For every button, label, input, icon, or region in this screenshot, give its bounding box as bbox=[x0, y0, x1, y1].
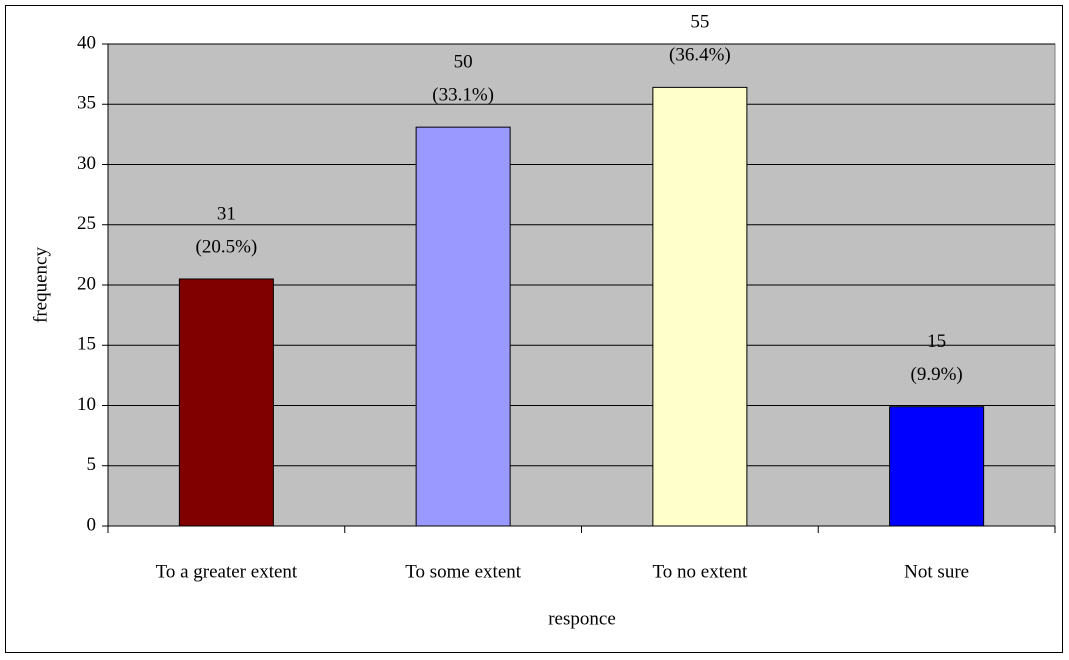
x-tick-label: Not sure bbox=[904, 561, 969, 582]
y-axis-label: frequency bbox=[30, 247, 51, 323]
y-tick-label: 5 bbox=[87, 454, 97, 475]
data-label: (20.5%) bbox=[196, 236, 258, 257]
y-tick-label: 35 bbox=[77, 93, 96, 114]
data-label-count: 50 bbox=[454, 52, 473, 73]
bar bbox=[889, 406, 985, 527]
x-tick-label: To no extent bbox=[653, 561, 748, 582]
y-tick-label: 30 bbox=[77, 153, 96, 174]
data-label: (9.9%) bbox=[911, 364, 963, 385]
y-tick-label: 25 bbox=[77, 213, 96, 234]
data-label-count: 31 bbox=[217, 203, 236, 224]
x-axis-label: responce bbox=[548, 608, 616, 629]
data-label-count: 15 bbox=[927, 331, 946, 352]
bar bbox=[178, 278, 274, 527]
x-tick-label: To some extent bbox=[405, 561, 522, 582]
y-tick-label: 15 bbox=[77, 334, 96, 355]
x-tick-label: To a greater extent bbox=[156, 561, 298, 582]
y-tick-label: 20 bbox=[77, 273, 96, 294]
bar bbox=[652, 86, 748, 527]
data-label-count: 55 bbox=[690, 12, 709, 33]
y-tick-label: 10 bbox=[77, 394, 96, 415]
data-label: (36.4%) bbox=[669, 45, 731, 66]
bar bbox=[415, 126, 511, 527]
data-label: (33.1%) bbox=[432, 85, 494, 106]
y-tick-label: 40 bbox=[77, 32, 96, 53]
y-tick-label: 0 bbox=[87, 514, 97, 535]
